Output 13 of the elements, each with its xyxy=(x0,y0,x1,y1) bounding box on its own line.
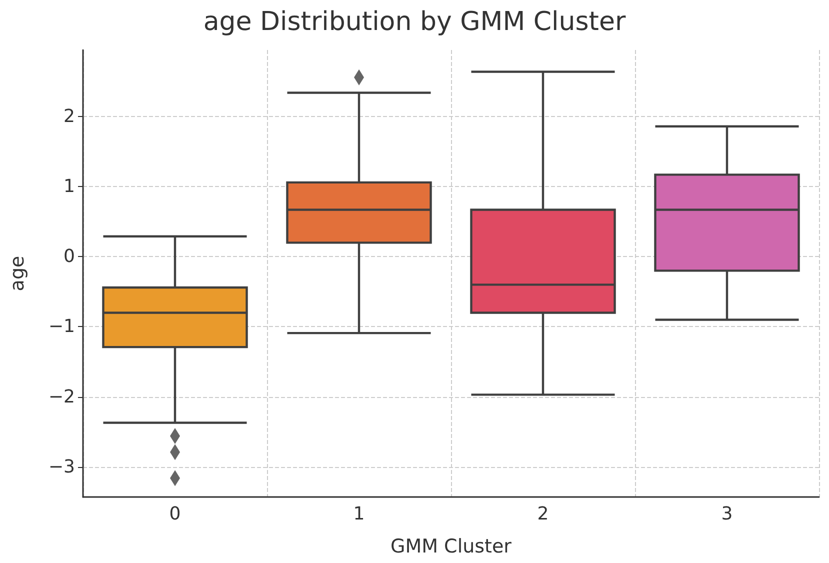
x-tick-label: 1 xyxy=(353,504,365,524)
y-tick-label: −3 xyxy=(48,456,75,478)
x-axis-title: GMM Cluster xyxy=(390,536,512,558)
y-tick-label: 0 xyxy=(64,246,75,268)
y-tick-label: −1 xyxy=(48,316,75,338)
y-tick-label: −2 xyxy=(48,386,75,408)
x-tick-label: 0 xyxy=(169,504,181,524)
y-axis-title: age xyxy=(6,256,28,292)
chart-title: age Distribution by GMM Cluster xyxy=(203,7,626,37)
y-tick-label: 2 xyxy=(64,106,75,128)
y-tick-label: 1 xyxy=(64,176,75,198)
x-tick-label: 3 xyxy=(721,504,733,524)
x-tick-label: 2 xyxy=(537,504,549,524)
